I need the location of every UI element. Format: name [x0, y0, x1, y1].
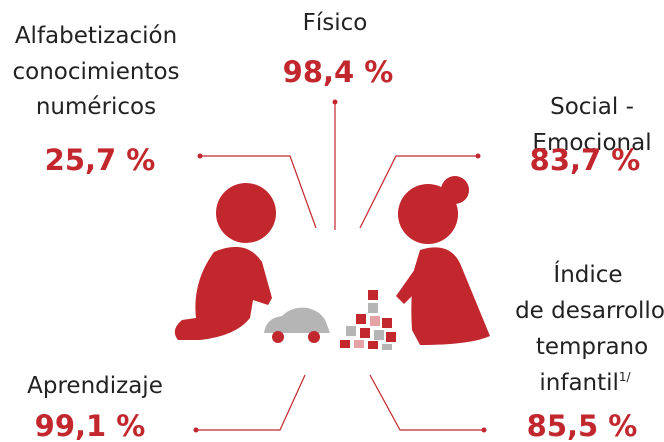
value: 25,7 %	[45, 143, 156, 177]
footnote-mark: 1/	[619, 370, 632, 384]
label: numéricos	[36, 94, 156, 120]
boy-figure	[175, 183, 276, 340]
page: Físico 98,4 % Alfabetización conocimient…	[0, 0, 664, 442]
label: Índice	[553, 260, 622, 288]
value: 98,4 %	[283, 55, 394, 89]
value: 85,5 %	[527, 409, 638, 442]
label: Físico	[303, 10, 368, 36]
labels: Físico 98,4 % Alfabetización conocimient…	[13, 10, 664, 442]
label: infantil	[539, 370, 619, 396]
blocks-figure	[340, 290, 396, 350]
label: temprano	[536, 334, 648, 360]
infographic: Físico 98,4 % Alfabetización conocimient…	[0, 0, 664, 442]
label: Alfabetización	[15, 23, 177, 49]
car-figure	[264, 308, 330, 343]
girl-figure	[396, 176, 490, 345]
label: conocimientos	[13, 59, 180, 85]
value: 99,1 %	[35, 409, 146, 442]
label: Aprendizaje	[27, 373, 163, 399]
label: de desarrollo	[515, 298, 664, 324]
label: Social -	[550, 94, 634, 120]
value: 83,7 %	[530, 143, 641, 177]
label: infantil1/	[539, 370, 631, 396]
